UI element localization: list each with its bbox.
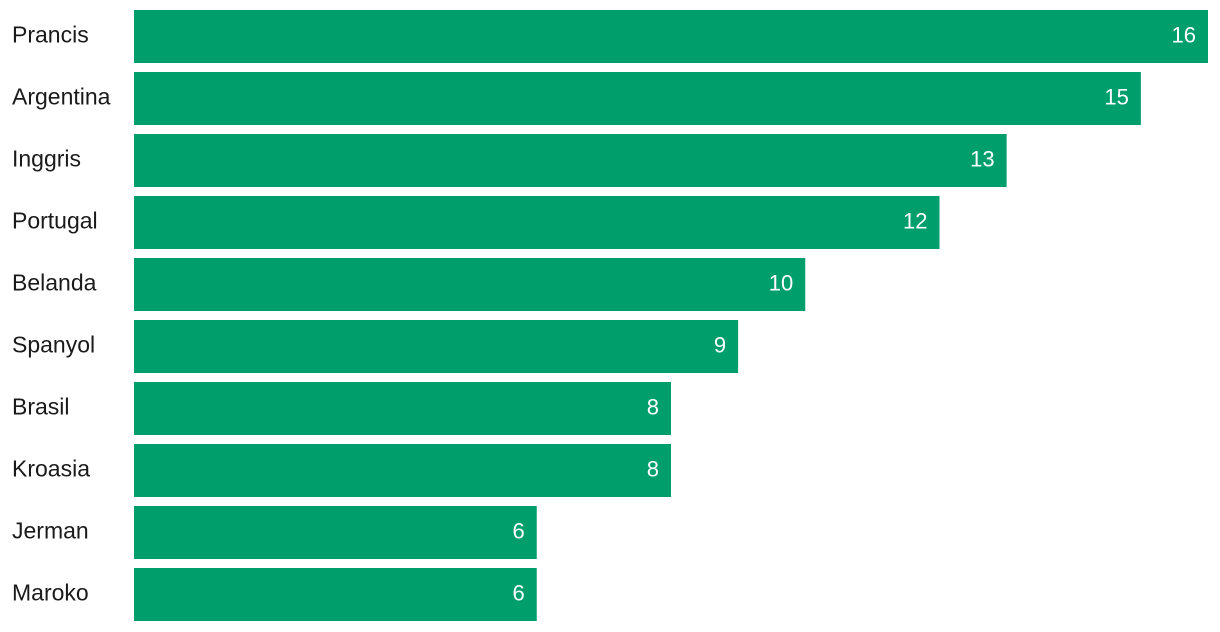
bar-inggris: [134, 134, 1007, 187]
category-label: Kroasia: [12, 456, 90, 482]
value-labels-group: 16 15 13 12 10 9 8 8 6 6: [513, 22, 1197, 605]
bar-brasil: [134, 382, 671, 435]
value-label: 6: [513, 518, 525, 543]
bar-prancis: [134, 10, 1208, 63]
category-label: Brasil: [12, 394, 70, 420]
category-label: Belanda: [12, 270, 97, 296]
value-label: 10: [769, 270, 793, 295]
bar-kroasia: [134, 444, 671, 497]
value-label: 13: [970, 146, 994, 171]
value-label: 15: [1104, 84, 1128, 109]
category-label: Maroko: [12, 580, 89, 606]
category-label: Portugal: [12, 208, 98, 234]
value-label: 9: [714, 332, 726, 357]
category-label: Inggris: [12, 146, 81, 172]
value-label: 6: [513, 580, 525, 605]
bar-spanyol: [134, 320, 739, 373]
category-label: Prancis: [12, 22, 89, 48]
bar-belanda: [134, 258, 806, 311]
category-label: Jerman: [12, 518, 89, 544]
bar-portugal: [134, 196, 940, 249]
value-label: 8: [647, 394, 659, 419]
value-label: 16: [1172, 22, 1196, 47]
value-label: 8: [647, 456, 659, 481]
category-label: Argentina: [12, 84, 111, 110]
bar-argentina: [134, 72, 1141, 125]
bar-maroko: [134, 568, 537, 621]
category-labels-group: Prancis Argentina Inggris Portugal Belanda Sp…: [12, 22, 111, 606]
bar-jerman: [134, 506, 537, 559]
bars-group: [134, 10, 1208, 621]
value-label: 12: [903, 208, 927, 233]
category-label: Spanyol: [12, 332, 95, 358]
